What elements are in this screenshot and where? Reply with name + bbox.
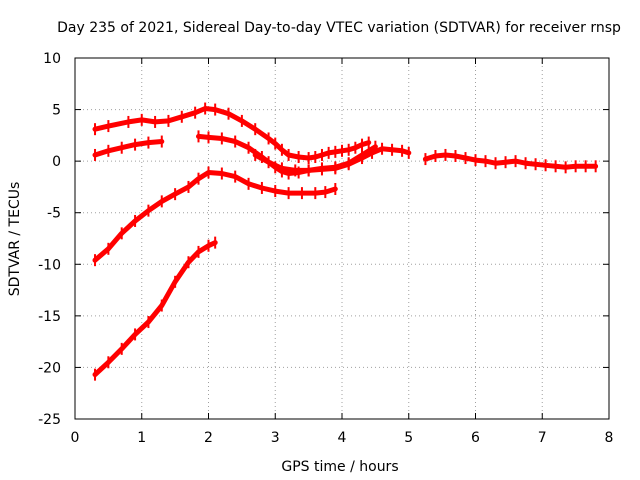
series-arc-2	[92, 135, 165, 161]
series-line	[422, 152, 599, 170]
x-tick-label: 7	[538, 430, 547, 446]
y-tick-label: -25	[38, 412, 61, 428]
x-tick-labels: 0 1 2 3 4 5 6 7 8	[71, 430, 614, 446]
y-tick-label: -15	[38, 309, 61, 325]
x-tick-label: 8	[605, 430, 614, 446]
y-tick-label: 0	[52, 154, 61, 170]
chart-title: Day 235 of 2021, Sidereal Day-to-day VTE…	[57, 20, 621, 36]
x-axis-label: GPS time / hours	[281, 459, 398, 475]
series-arc-7	[422, 148, 599, 174]
x-tick-label: 5	[404, 430, 413, 446]
y-tick-label: -5	[47, 206, 61, 222]
x-tick-label: 2	[204, 430, 213, 446]
series-arc-5	[92, 166, 338, 267]
data-series-group	[92, 102, 599, 381]
y-tick-label: 5	[52, 103, 61, 119]
series-line	[92, 170, 338, 263]
series-line	[92, 106, 372, 161]
x-tick-label: 1	[137, 430, 146, 446]
y-axis-label: SDTVAR / TECUs	[7, 182, 23, 297]
grid	[75, 58, 609, 419]
x-tick-label: 4	[338, 430, 347, 446]
x-tick-label: 6	[471, 430, 480, 446]
y-tick-labels: -25 -20 -15 -10 -5 0 5 10	[38, 51, 61, 428]
series-line	[92, 139, 165, 158]
axis-ticks	[74, 57, 610, 420]
series-arc-1	[92, 102, 372, 165]
series-line	[92, 240, 218, 378]
series-arc-6	[92, 236, 218, 381]
y-tick-label: 10	[43, 51, 61, 67]
x-tick-label: 0	[71, 430, 80, 446]
x-tick-label: 3	[271, 430, 280, 446]
series-arc-4	[252, 140, 378, 177]
series-line	[252, 144, 378, 173]
y-tick-label: -20	[38, 360, 61, 376]
y-tick-label: -10	[38, 257, 61, 273]
